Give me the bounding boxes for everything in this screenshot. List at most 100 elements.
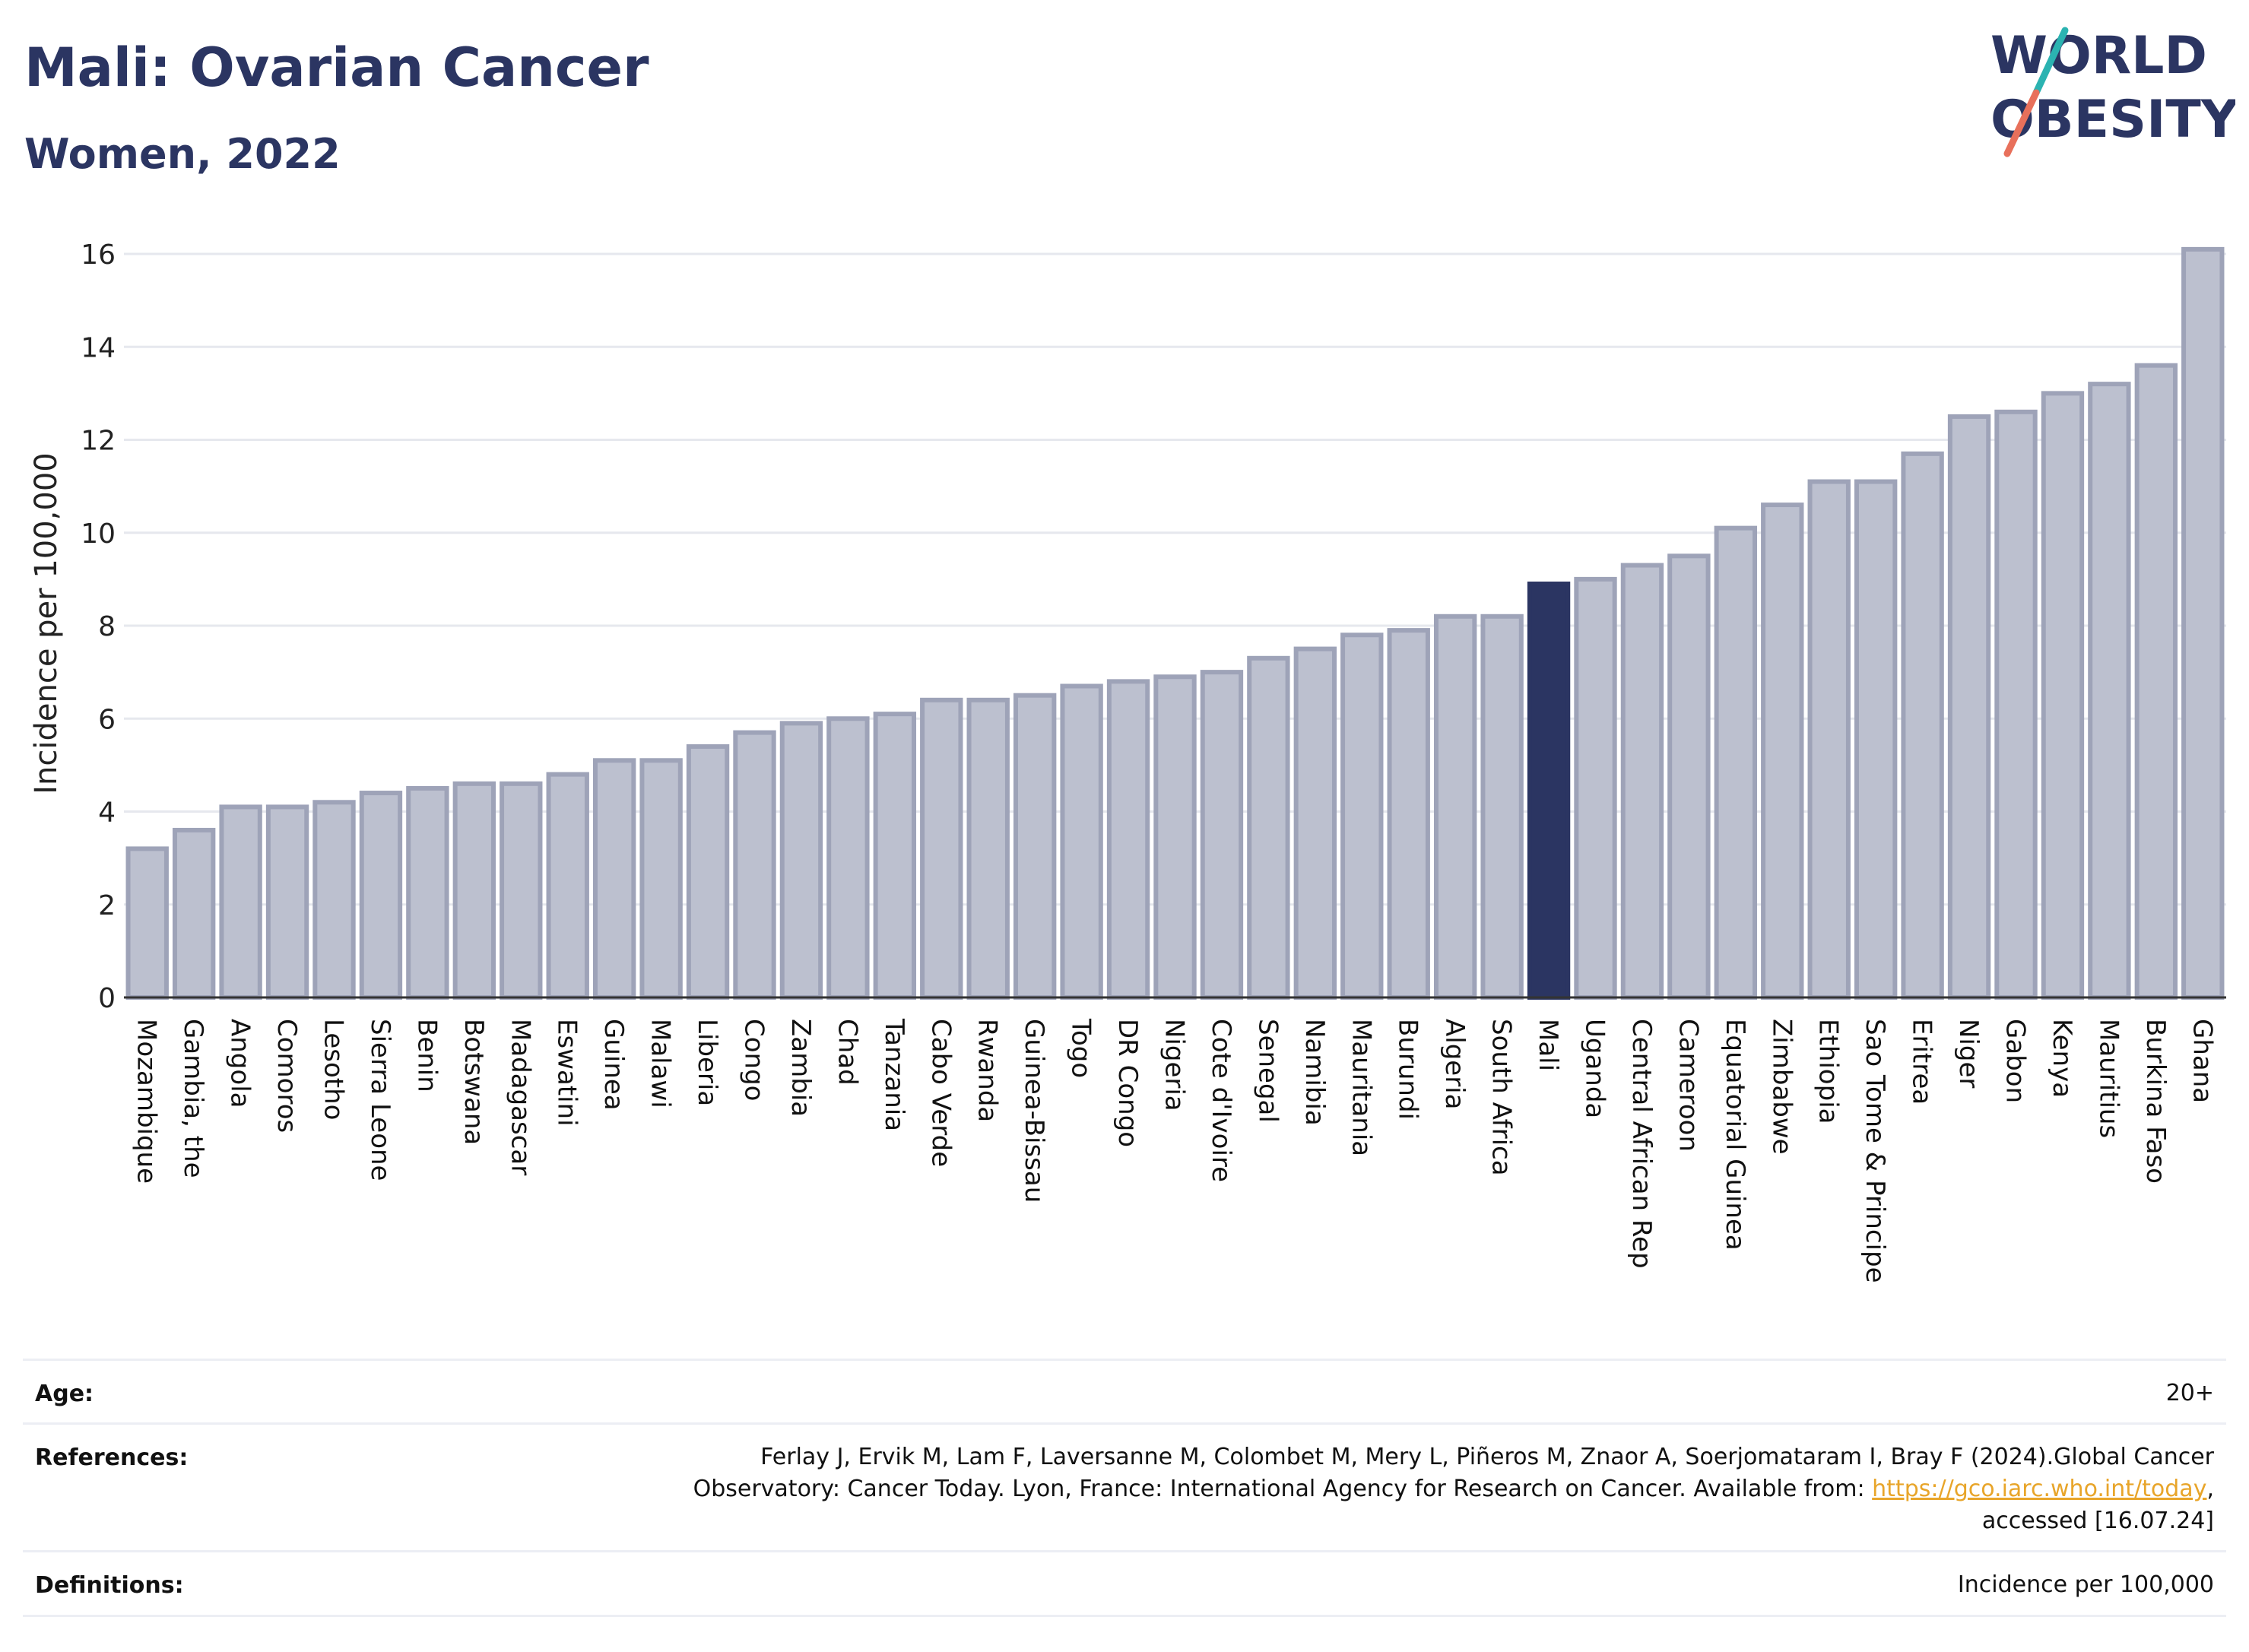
bar bbox=[2181, 246, 2225, 1000]
bar bbox=[1247, 655, 1290, 1000]
bar bbox=[592, 758, 636, 1000]
references-label: References: bbox=[35, 1444, 189, 1471]
bar bbox=[1807, 479, 1851, 1000]
bar bbox=[1153, 674, 1197, 1000]
x-category-label: Guinea-Bissau bbox=[1019, 1019, 1049, 1203]
y-tick-label: 10 bbox=[81, 518, 116, 550]
x-category-label: Uganda bbox=[1580, 1019, 1610, 1118]
bar bbox=[265, 804, 309, 1000]
x-category-label: Gabon bbox=[2000, 1019, 2031, 1103]
x-category-label: Niger bbox=[1953, 1019, 1984, 1088]
bar-chart: 0 2 4 6 8 10 12 14 16 Mozambique Gambia, the Angol… bbox=[29, 239, 2226, 1283]
x-category-label: DR Congo bbox=[1112, 1019, 1143, 1147]
bar bbox=[2088, 382, 2131, 1000]
bars bbox=[125, 246, 2225, 1000]
x-category-label: Tanzania bbox=[879, 1018, 909, 1131]
y-tick-label: 2 bbox=[98, 890, 116, 921]
references-line2-comma: , bbox=[2206, 1476, 2214, 1502]
bar bbox=[546, 772, 589, 1000]
x-category-label: Cameroon bbox=[1673, 1019, 1703, 1152]
age-label: Age: bbox=[35, 1381, 94, 1407]
references-link[interactable]: https://gco.iarc.who.int/today bbox=[1872, 1476, 2207, 1502]
x-category-label: Cabo Verde bbox=[925, 1019, 956, 1167]
x-category-label: Mauritius bbox=[2093, 1019, 2124, 1138]
x-category-label: Guinea bbox=[598, 1019, 629, 1111]
x-category-label: Comoros bbox=[271, 1019, 302, 1133]
page-subtitle: Women, 2022 bbox=[24, 130, 341, 178]
bar bbox=[1106, 679, 1150, 1000]
y-tick-label: 0 bbox=[98, 983, 116, 1014]
x-category-label: Senegal bbox=[1252, 1019, 1283, 1123]
bar bbox=[873, 712, 917, 1000]
x-category-label: Ethiopia bbox=[1813, 1019, 1844, 1124]
x-category-label: Zimbabwe bbox=[1766, 1019, 1797, 1155]
x-category-label: South Africa bbox=[1486, 1019, 1517, 1176]
x-category-label: Sierra Leone bbox=[365, 1019, 395, 1181]
bar bbox=[219, 804, 262, 1000]
bar bbox=[639, 758, 683, 1000]
x-category-label: Gambia, the bbox=[178, 1019, 208, 1178]
bar bbox=[920, 697, 963, 1000]
bar bbox=[1013, 693, 1057, 1000]
bar bbox=[1433, 614, 1477, 1000]
footer-row-references: References: Ferlay J, Ervik M, Lam F, La… bbox=[23, 1422, 2226, 1552]
bar bbox=[686, 744, 730, 1000]
bar bbox=[312, 800, 356, 1000]
x-category-label: Eswatini bbox=[552, 1019, 582, 1127]
bar bbox=[1620, 563, 1664, 1000]
y-tick-label: 12 bbox=[81, 426, 116, 457]
bar bbox=[1480, 614, 1524, 1000]
bar bbox=[1761, 503, 1804, 1000]
y-tick-label: 8 bbox=[98, 611, 116, 642]
x-category-label: Sao Tome & Principe bbox=[1860, 1019, 1890, 1283]
references-line3: accessed [16.07.24] bbox=[1981, 1508, 2214, 1534]
world-obesity-logo: WORLD OBESITY bbox=[1990, 26, 2235, 157]
definitions-label: Definitions: bbox=[35, 1572, 184, 1599]
bar bbox=[966, 697, 1010, 1000]
bar bbox=[1994, 409, 2038, 1000]
x-category-label: Ghana bbox=[2187, 1019, 2217, 1103]
bar bbox=[1200, 670, 1244, 1000]
y-tick-label: 16 bbox=[81, 239, 116, 271]
x-category-label: Congo bbox=[739, 1019, 769, 1101]
x-category-label: Mozambique bbox=[132, 1019, 162, 1184]
bar bbox=[500, 781, 543, 1000]
bar bbox=[1854, 479, 1898, 1000]
footer-row-definitions: Definitions: Incidence per 100,000 bbox=[23, 1550, 2226, 1617]
x-category-label: Central African Rep bbox=[1626, 1019, 1657, 1269]
logo-slash-coral bbox=[2003, 89, 2040, 157]
bar bbox=[359, 791, 403, 1000]
x-category-label: Burundi bbox=[1393, 1019, 1423, 1120]
x-category-label: Cote d'Ivoire bbox=[1206, 1019, 1236, 1182]
x-category-label: Equatorial Guinea bbox=[1720, 1019, 1750, 1251]
bar bbox=[2041, 391, 2085, 1000]
x-category-label: Eritrea bbox=[1907, 1019, 1937, 1105]
x-category-label: Liberia bbox=[692, 1019, 722, 1106]
y-tick-label: 4 bbox=[98, 797, 116, 829]
bar bbox=[1387, 628, 1430, 1000]
logo-slash-teal bbox=[2032, 27, 2069, 97]
bar bbox=[172, 827, 216, 1000]
x-category-label: Botswana bbox=[458, 1019, 489, 1145]
definitions-value: Incidence per 100,000 bbox=[1957, 1571, 2214, 1598]
bar bbox=[1293, 646, 1337, 1000]
x-category-label: Mali bbox=[1533, 1019, 1563, 1071]
y-axis-label: Incidence per 100,000 bbox=[29, 452, 64, 794]
page-title: Mali: Ovarian Cancer bbox=[24, 36, 649, 99]
bar bbox=[1901, 451, 1944, 1000]
y-tick-label: 14 bbox=[81, 332, 116, 363]
bar bbox=[406, 785, 449, 1000]
footer-row-age: Age: 20+ bbox=[23, 1359, 2226, 1425]
bar bbox=[733, 730, 776, 1000]
logo-line1: WORLD bbox=[1990, 26, 2207, 86]
x-category-label: Burkina Faso bbox=[2140, 1019, 2171, 1184]
bar bbox=[779, 721, 823, 1000]
bar bbox=[826, 716, 870, 1000]
references-line2-text: Observatory: Cancer Today. Lyon, France:… bbox=[693, 1476, 1873, 1502]
x-category-label: Nigeria bbox=[1159, 1019, 1190, 1111]
x-category-label: Madagascar bbox=[505, 1019, 535, 1175]
x-category-label: Angola bbox=[225, 1019, 255, 1108]
x-category-label: Lesotho bbox=[319, 1019, 349, 1120]
x-axis-category-labels: Mozambique Gambia, the Angola Comoros Lesoth… bbox=[132, 1018, 2218, 1283]
x-category-label: Togo bbox=[1066, 1018, 1096, 1078]
